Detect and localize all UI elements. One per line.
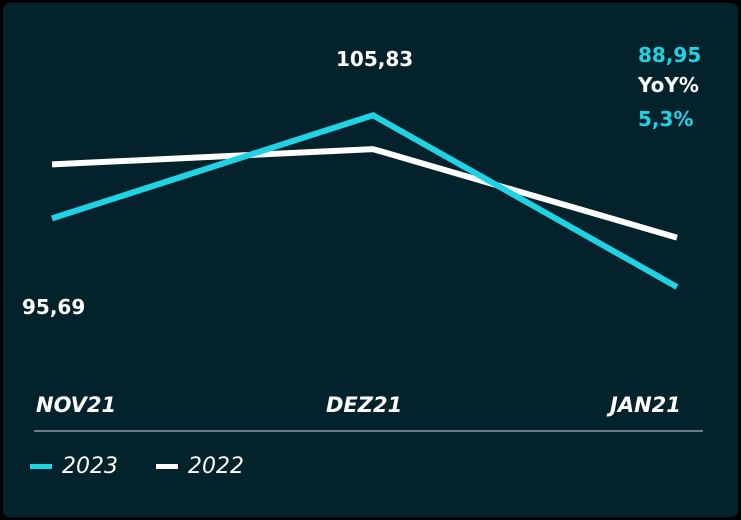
x-tick-dez21: DEZ21 (326, 393, 402, 417)
data-label-2023-dez21: 105,83 (336, 47, 413, 71)
series-line-2023 (51, 112, 679, 290)
series-line-2022 (51, 146, 678, 241)
legend-swatch-2022 (156, 464, 178, 469)
legend: 2023 2022 (30, 454, 282, 479)
legend-label-2022: 2022 (188, 454, 244, 479)
yoy-label: YoY% (637, 73, 699, 97)
legend-item-2023: 2023 (30, 454, 118, 479)
yoy-value: 5,3% (638, 107, 693, 131)
x-tick-jan21: JAN21 (606, 393, 681, 417)
x-tick-nov21: NOV21 (36, 393, 116, 417)
legend-item-2022: 2022 (156, 454, 244, 479)
legend-label-2023: 2023 (62, 454, 118, 479)
legend-swatch-2023 (30, 464, 52, 469)
data-label-2023-nov21: 95,69 (22, 295, 85, 319)
data-label-2023-jan21: 88,95 (638, 43, 701, 67)
